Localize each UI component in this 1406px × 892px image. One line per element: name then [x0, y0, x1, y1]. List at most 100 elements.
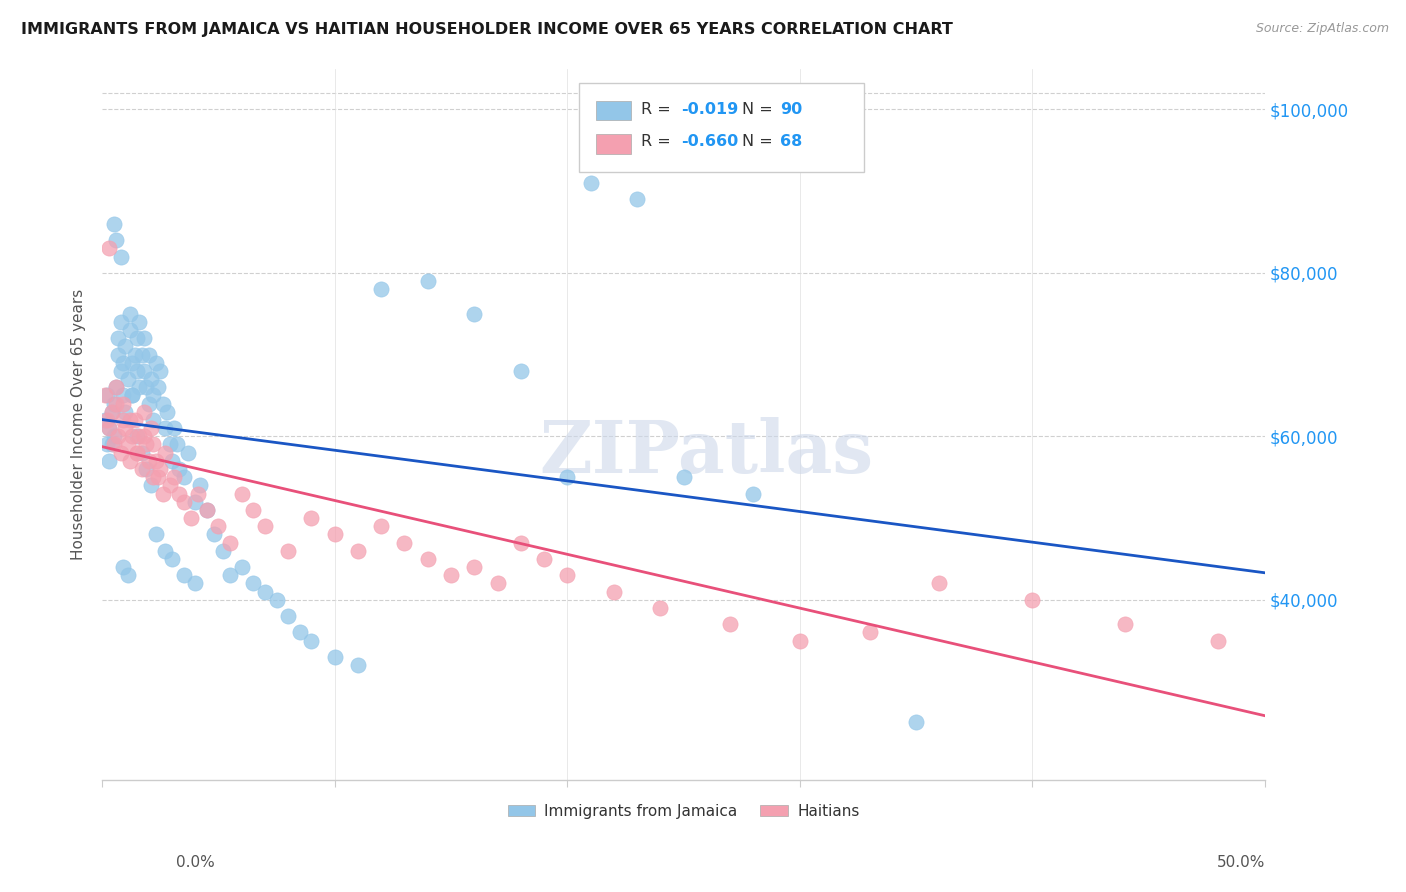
- Point: [555, 470, 578, 484]
- Point: [626, 192, 648, 206]
- Point: [110, 250, 132, 264]
- Point: [1021, 592, 1043, 607]
- Point: [139, 478, 162, 492]
- Point: [718, 617, 741, 632]
- Point: [177, 445, 200, 459]
- Point: [152, 486, 174, 500]
- Point: [149, 364, 172, 378]
- Point: [100, 405, 122, 419]
- Point: [112, 396, 135, 410]
- Legend: Immigrants from Jamaica, Haitians: Immigrants from Jamaica, Haitians: [502, 798, 866, 825]
- Point: [579, 176, 602, 190]
- Point: [288, 625, 311, 640]
- Point: [159, 437, 181, 451]
- Text: 90: 90: [780, 102, 803, 117]
- Point: [98, 454, 121, 468]
- Point: [98, 241, 121, 255]
- Point: [486, 576, 509, 591]
- Point: [127, 364, 149, 378]
- Point: [394, 535, 416, 549]
- Point: [301, 633, 323, 648]
- Point: [463, 560, 485, 574]
- Point: [253, 584, 276, 599]
- Text: ZIPatlas: ZIPatlas: [540, 417, 875, 488]
- Point: [231, 486, 253, 500]
- Point: [156, 405, 179, 419]
- Point: [146, 470, 169, 484]
- Point: [96, 437, 118, 451]
- Point: [127, 429, 149, 443]
- Point: [132, 331, 155, 345]
- Point: [555, 568, 578, 582]
- Text: 50.0%: 50.0%: [1218, 855, 1265, 870]
- Point: [603, 584, 626, 599]
- Point: [121, 429, 143, 443]
- Point: [128, 380, 150, 394]
- Point: [120, 454, 142, 468]
- Point: [370, 282, 392, 296]
- Text: R =: R =: [641, 135, 675, 149]
- Point: [103, 429, 125, 443]
- Point: [301, 511, 323, 525]
- Point: [120, 323, 142, 337]
- Point: [120, 413, 142, 427]
- Point: [121, 356, 143, 370]
- Point: [138, 348, 160, 362]
- Point: [131, 462, 153, 476]
- Point: [242, 503, 264, 517]
- Point: [135, 380, 157, 394]
- Point: [160, 454, 183, 468]
- Point: [142, 388, 165, 402]
- Point: [184, 576, 207, 591]
- Point: [98, 421, 121, 435]
- Text: N =: N =: [741, 102, 778, 117]
- Point: [114, 421, 136, 435]
- Text: -0.019: -0.019: [681, 102, 738, 117]
- Point: [416, 274, 439, 288]
- Point: [212, 543, 235, 558]
- Point: [145, 356, 167, 370]
- Point: [180, 511, 202, 525]
- Point: [219, 535, 242, 549]
- Point: [139, 372, 162, 386]
- Point: [105, 233, 128, 247]
- Point: [187, 486, 209, 500]
- Point: [128, 429, 150, 443]
- Point: [347, 658, 370, 673]
- Point: [93, 388, 115, 402]
- Point: [142, 470, 165, 484]
- Point: [173, 470, 195, 484]
- Point: [167, 462, 190, 476]
- Point: [103, 217, 125, 231]
- Point: [928, 576, 950, 591]
- Point: [231, 560, 253, 574]
- Point: [277, 609, 299, 624]
- Point: [93, 413, 115, 427]
- Point: [96, 413, 118, 427]
- Point: [112, 560, 135, 574]
- Point: [100, 437, 122, 451]
- Point: [112, 413, 135, 427]
- Point: [905, 715, 928, 730]
- Point: [105, 380, 128, 394]
- Point: [114, 339, 136, 353]
- Point: [132, 364, 155, 378]
- Point: [440, 568, 463, 582]
- Point: [789, 633, 811, 648]
- Point: [153, 421, 176, 435]
- Point: [105, 380, 128, 394]
- Point: [117, 372, 139, 386]
- Point: [146, 380, 169, 394]
- Point: [149, 462, 172, 476]
- Point: [195, 503, 218, 517]
- Point: [277, 543, 299, 558]
- Point: [117, 568, 139, 582]
- Point: [131, 348, 153, 362]
- Point: [138, 396, 160, 410]
- Point: [347, 543, 370, 558]
- Point: [121, 388, 143, 402]
- Point: [145, 527, 167, 541]
- Point: [672, 470, 695, 484]
- Text: Source: ZipAtlas.com: Source: ZipAtlas.com: [1256, 22, 1389, 36]
- Point: [120, 307, 142, 321]
